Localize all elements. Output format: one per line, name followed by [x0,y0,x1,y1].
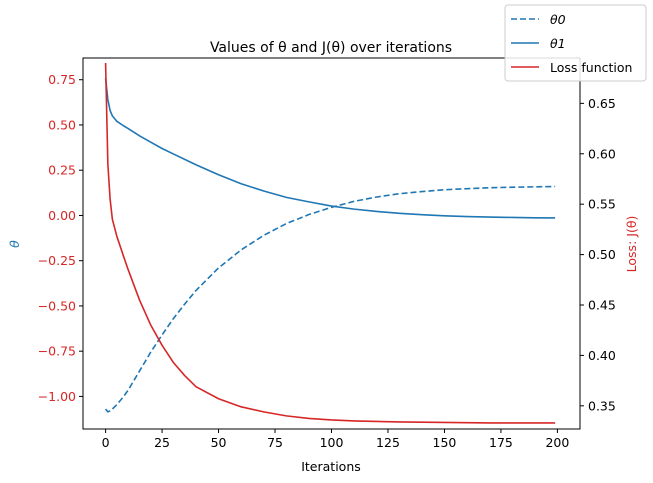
legend-loss-label: Loss function [550,60,632,75]
left-tick-label: 0.75 [48,72,76,87]
series-line-2 [104,63,556,424]
x-tick-label: 125 [376,435,400,450]
left-tick-label: 0.50 [48,117,76,132]
right-tick-label: 0.50 [588,247,616,262]
right-tick-label: 0.40 [588,348,616,363]
left-tick-label: −0.75 [38,344,76,359]
plot-frame [82,57,581,430]
left-tick-label: −0.50 [38,298,76,313]
chart-title: Values of θ and J(θ) over iterations [210,40,452,56]
legend-box [504,4,647,82]
right-tick-label: 0.55 [588,197,616,212]
left-tick-label: 0.00 [48,208,76,223]
legend-theta1-label: θ1 [550,36,566,51]
left-tick-label: 0.25 [48,163,76,178]
x-tick-label: 150 [433,435,457,450]
left-tick-label: −0.25 [38,253,76,268]
x-tick-label: 75 [267,435,283,450]
x-tick-label: 100 [320,435,344,450]
series-line-0 [104,185,556,413]
left-axis-label: θ [7,240,22,248]
legend-theta0-label: θ0 [550,12,566,27]
x-tick-label: 0 [102,435,110,450]
right-tick-label: 0.65 [588,96,616,111]
x-axis-label: Iterations [301,459,361,474]
right-tick-label: 0.60 [588,146,616,161]
x-tick-label: 50 [211,435,227,450]
x-tick-label: 200 [545,435,569,450]
legend: θ0 θ1 Loss function [504,4,647,82]
x-tick-label: 175 [489,435,513,450]
left-tick-label: −1.00 [38,389,76,404]
right-tick-label: 0.35 [588,398,616,413]
right-axis-label: Loss: J(θ) [624,216,639,273]
series-line-1 [104,77,556,219]
right-tick-label: 0.45 [588,297,616,312]
x-tick-label: 25 [154,435,170,450]
